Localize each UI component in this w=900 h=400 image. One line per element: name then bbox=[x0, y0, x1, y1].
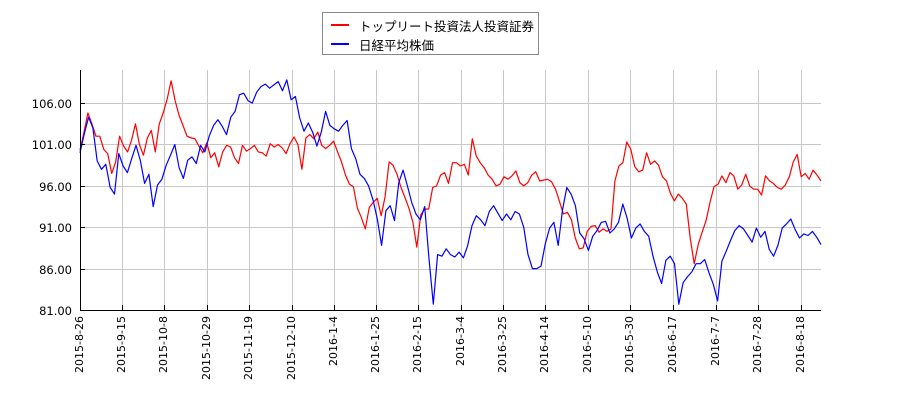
series-line bbox=[79, 80, 822, 265]
legend-swatch-blue bbox=[331, 43, 349, 45]
x-tick-label: 2016-1-4 bbox=[327, 316, 340, 366]
x-tick-label: 2015-11-19 bbox=[242, 316, 255, 380]
series-line bbox=[79, 79, 822, 305]
grid-lines bbox=[80, 70, 821, 310]
y-tick-label: 96.00 bbox=[39, 179, 72, 194]
x-tick-label: 2015-9-15 bbox=[115, 316, 128, 373]
x-tick-label: 2016-7-28 bbox=[751, 316, 764, 373]
x-tick-label: 2016-3-25 bbox=[496, 316, 509, 373]
x-tick-label: 2016-2-15 bbox=[411, 316, 424, 373]
axes bbox=[80, 70, 821, 311]
x-tick-label: 2016-4-14 bbox=[538, 316, 551, 373]
x-tick-label: 2016-6-17 bbox=[666, 316, 679, 373]
x-tick-label: 2015-12-10 bbox=[285, 316, 298, 380]
y-tick-label: 101.00 bbox=[31, 137, 72, 152]
legend-label: トップリート投資法人投資証券 bbox=[359, 18, 535, 34]
legend: トップリート投資法人投資証券 日経平均株価 bbox=[322, 12, 539, 55]
x-tick-label: 2016-7-7 bbox=[709, 316, 722, 366]
x-tick-label: 2016-8-18 bbox=[794, 316, 807, 373]
x-tick-label: 2015-8-26 bbox=[73, 316, 86, 373]
series-lines bbox=[79, 79, 822, 305]
x-tick-label: 2016-5-30 bbox=[623, 316, 636, 373]
y-tick-label: 106.00 bbox=[31, 96, 72, 111]
x-tick-label: 2015-10-29 bbox=[200, 316, 213, 380]
y-tick-label: 81.00 bbox=[39, 303, 72, 318]
legend-label: 日経平均株価 bbox=[359, 37, 435, 53]
legend-item-topreit: トップリート投資法人投資証券 bbox=[331, 16, 534, 34]
x-tick-label: 2016-3-4 bbox=[454, 316, 467, 366]
legend-item-nikkei: 日経平均株価 bbox=[331, 35, 434, 53]
x-tick-label: 2016-5-10 bbox=[581, 316, 594, 373]
y-tick-label: 86.00 bbox=[39, 262, 72, 277]
legend-swatch-red bbox=[331, 24, 349, 26]
x-tick-label: 2015-10-8 bbox=[157, 316, 170, 373]
y-tick-label: 91.00 bbox=[39, 220, 72, 235]
x-tick-label: 2016-1-25 bbox=[369, 316, 382, 373]
